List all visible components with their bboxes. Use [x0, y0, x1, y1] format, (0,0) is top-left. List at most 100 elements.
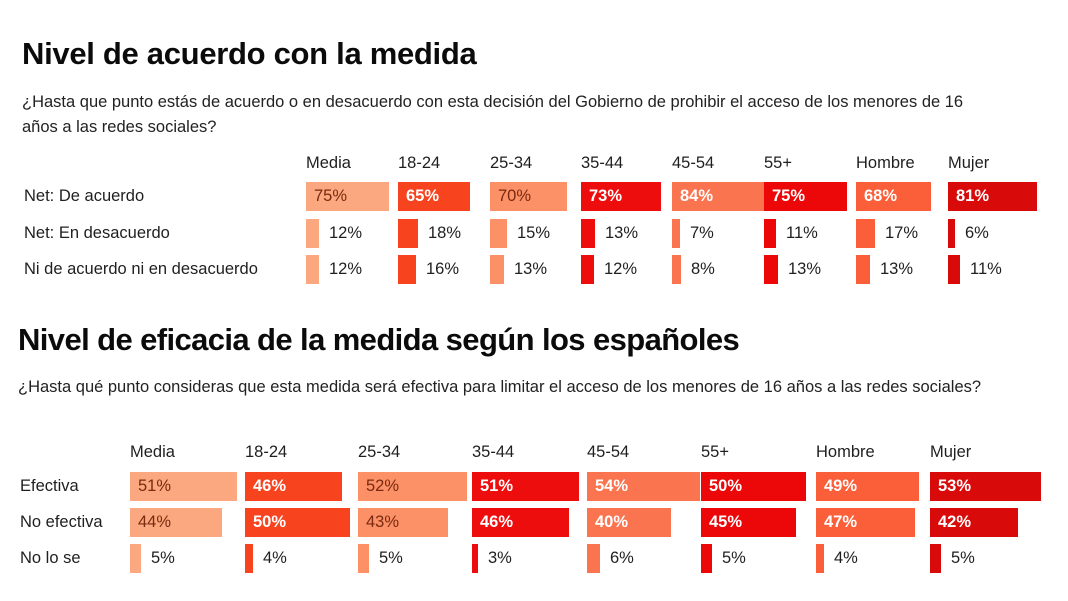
data-label: 84% — [680, 187, 714, 205]
bar — [581, 182, 661, 211]
bar — [948, 219, 955, 248]
column-header: 25-34 — [490, 154, 533, 172]
data-label: 44% — [138, 513, 172, 531]
bar — [490, 219, 507, 248]
bar — [816, 508, 915, 537]
data-label: 75% — [314, 187, 348, 205]
data-label: 5% — [722, 549, 746, 567]
bar — [764, 182, 847, 211]
bar — [398, 255, 416, 284]
bar — [930, 508, 1018, 537]
column-header: 35-44 — [581, 154, 624, 172]
bar — [930, 544, 941, 573]
column-header: Hombre — [816, 443, 875, 461]
column-header: Media — [130, 443, 175, 461]
column-header: 45-54 — [672, 154, 715, 172]
bar — [930, 472, 1041, 501]
bar — [130, 544, 141, 573]
data-label: 53% — [938, 477, 972, 495]
data-label: 45% — [709, 513, 743, 531]
bar — [816, 544, 824, 573]
data-label: 65% — [406, 187, 440, 205]
data-label: 46% — [253, 477, 287, 495]
data-label: 12% — [604, 260, 638, 278]
bar — [672, 182, 764, 211]
data-label: 8% — [691, 260, 715, 278]
data-label: 40% — [595, 513, 629, 531]
data-label: 16% — [426, 260, 460, 278]
bar — [856, 219, 875, 248]
column-header: 45-54 — [587, 443, 630, 461]
data-label: 4% — [263, 549, 287, 567]
bar — [358, 544, 369, 573]
data-label: 17% — [885, 224, 919, 242]
chart-2-subtitle: ¿Hasta qué punto consideras que esta med… — [18, 378, 982, 396]
data-label: 5% — [151, 549, 175, 567]
bar — [764, 255, 778, 284]
data-label: 47% — [824, 513, 858, 531]
data-label: 46% — [480, 513, 514, 531]
column-header: Hombre — [856, 154, 915, 172]
column-header: 55+ — [701, 443, 729, 461]
row-label: Efectiva — [20, 477, 79, 495]
bar — [245, 544, 253, 573]
bar — [672, 219, 680, 248]
data-label: 13% — [605, 224, 639, 242]
data-label: 4% — [834, 549, 858, 567]
chart-2-title: Nivel de eficacia de la medida según los… — [18, 322, 740, 357]
bar — [306, 219, 319, 248]
column-header: 35-44 — [472, 443, 515, 461]
data-label: 49% — [824, 477, 858, 495]
data-label: 12% — [329, 260, 363, 278]
bar — [358, 472, 467, 501]
bar — [398, 219, 418, 248]
chart-1-subtitle: ¿Hasta que punto estás de acuerdo o en d… — [22, 93, 964, 136]
row-label: No efectiva — [20, 513, 103, 531]
data-label: 12% — [329, 224, 363, 242]
data-label: 50% — [709, 477, 743, 495]
bar — [587, 508, 671, 537]
row-label: No lo se — [20, 549, 81, 567]
bar — [472, 508, 569, 537]
data-label: 54% — [595, 477, 629, 495]
data-label: 5% — [951, 549, 975, 567]
data-label: 70% — [498, 187, 532, 205]
data-label: 6% — [610, 549, 634, 567]
column-header: Mujer — [948, 154, 990, 172]
bar — [398, 182, 470, 211]
data-label: 6% — [965, 224, 989, 242]
row-label: Net: En desacuerdo — [24, 224, 170, 242]
column-header: 25-34 — [358, 443, 401, 461]
bar — [245, 508, 350, 537]
bar — [130, 508, 222, 537]
data-label: 15% — [517, 224, 551, 242]
column-header: Mujer — [930, 443, 972, 461]
data-label: 51% — [480, 477, 514, 495]
bar — [672, 255, 681, 284]
data-label: 7% — [690, 224, 714, 242]
data-label: 18% — [428, 224, 462, 242]
bar — [472, 544, 478, 573]
column-header: 55+ — [764, 154, 792, 172]
bar — [581, 219, 595, 248]
bar — [306, 182, 389, 211]
data-label: 73% — [589, 187, 623, 205]
bar — [701, 544, 712, 573]
bar — [764, 219, 776, 248]
bar — [472, 472, 579, 501]
bar — [587, 544, 600, 573]
bar — [245, 472, 342, 501]
bar — [701, 472, 806, 501]
bar — [856, 255, 870, 284]
bar — [816, 472, 919, 501]
row-label: Ni de acuerdo ni en desacuerdo — [24, 260, 258, 278]
bar — [130, 472, 237, 501]
data-label: 13% — [880, 260, 914, 278]
data-label: 11% — [970, 260, 1002, 278]
column-header: 18-24 — [398, 154, 441, 172]
chart-1-title: Nivel de acuerdo con la medida — [22, 36, 477, 71]
data-label: 81% — [956, 187, 990, 205]
bar — [490, 182, 567, 211]
column-header: Media — [306, 154, 351, 172]
